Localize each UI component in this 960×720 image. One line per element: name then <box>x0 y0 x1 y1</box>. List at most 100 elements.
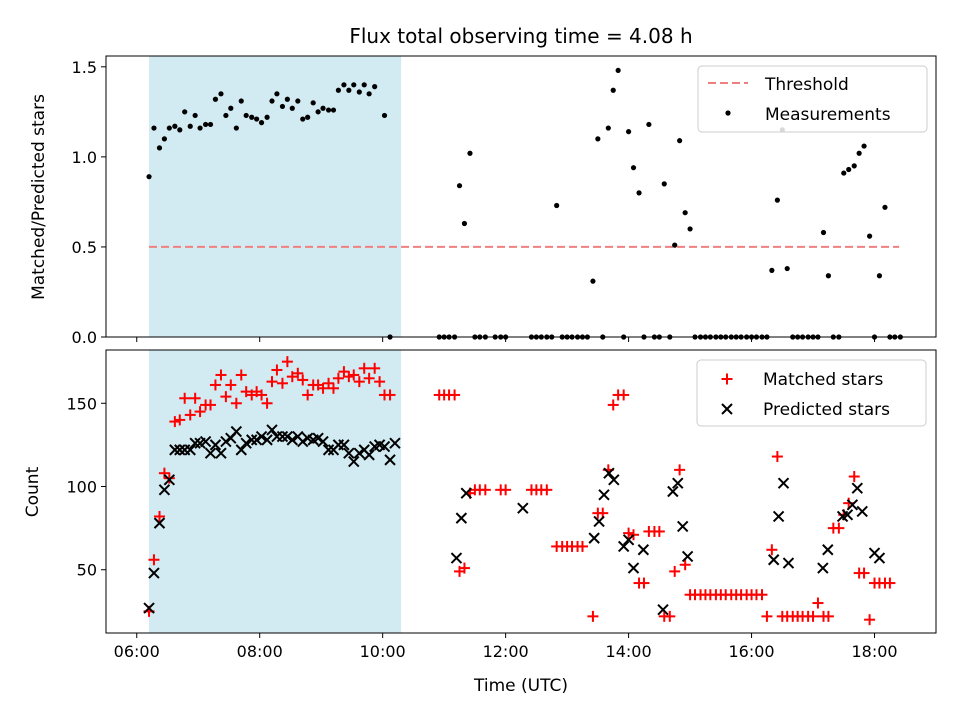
predicted-point <box>627 562 640 574</box>
matched-point <box>807 610 819 622</box>
measurement-point <box>346 87 352 93</box>
measurement-point <box>330 107 337 113</box>
matched-point <box>225 379 237 391</box>
measurement-point <box>351 82 357 88</box>
matched-points <box>143 356 896 626</box>
predicted-point <box>622 534 635 546</box>
measurement-point <box>882 204 888 210</box>
predicted-point <box>312 432 324 444</box>
top-plot-frame <box>105 55 937 338</box>
matched-point <box>286 371 298 383</box>
predicted-point <box>608 474 620 486</box>
matched-point <box>756 589 768 601</box>
matched-point <box>479 484 491 496</box>
matched-point <box>449 389 461 401</box>
bottom-y-ticks: 50 100 150 <box>66 394 106 580</box>
measurement-point <box>264 114 270 120</box>
matched-point <box>240 386 252 398</box>
predicted-point <box>276 430 289 443</box>
top-legend: Threshold Measurements <box>697 65 928 133</box>
predicted-point <box>846 499 859 511</box>
x-tick-label: 08:00 <box>237 642 283 661</box>
matched-point <box>500 484 512 496</box>
matched-point <box>348 369 360 381</box>
predicted-point <box>343 447 355 459</box>
measurement-point <box>197 125 203 131</box>
predicted-point <box>240 437 252 449</box>
measurement-point <box>182 109 188 115</box>
measurement-point <box>825 273 832 279</box>
predicted-point <box>593 515 605 528</box>
measurement-point <box>254 116 260 122</box>
matched-point <box>618 389 630 401</box>
top-y-tick-label: 0.0 <box>72 328 97 347</box>
predicted-point <box>667 485 679 498</box>
matched-point <box>812 597 824 609</box>
legend-measurements-label: Measurements <box>765 105 891 125</box>
matched-point <box>848 471 860 483</box>
measurement-point <box>269 98 275 104</box>
predicted-point <box>363 449 375 461</box>
measurement-point <box>177 127 183 133</box>
matched-point <box>209 379 221 391</box>
top-y-axis-label: Matched/Predicted stars <box>29 94 49 300</box>
measurement-point <box>846 166 852 173</box>
measurement-point <box>625 129 632 135</box>
measurement-point <box>615 67 621 74</box>
predicted-point <box>822 544 834 556</box>
measurement-point <box>166 125 172 131</box>
matched-point <box>220 391 232 403</box>
predicted-point <box>148 567 160 579</box>
measurement-point <box>203 121 209 128</box>
matched-point <box>153 510 165 522</box>
matched-point <box>148 554 160 566</box>
measurement-point <box>335 87 341 93</box>
top-y-tick-label: 0.5 <box>72 238 97 257</box>
predicted-point <box>348 455 360 468</box>
matched-point <box>158 467 170 479</box>
x-axis-label: Time (UTC) <box>473 676 568 696</box>
measurement-point <box>172 123 178 129</box>
measurement-point <box>661 181 667 187</box>
measurement-point <box>161 136 168 142</box>
matched-point <box>215 369 227 381</box>
matched-point <box>576 540 588 552</box>
predicted-point <box>603 467 615 479</box>
legend-measurements-swatch <box>725 110 731 116</box>
matched-point <box>858 567 870 579</box>
legend-matched-swatch <box>721 373 733 385</box>
measurement-point <box>856 150 862 156</box>
matched-point <box>327 382 339 394</box>
matched-point <box>353 376 365 388</box>
predicted-point <box>317 435 329 448</box>
matched-point <box>607 399 619 411</box>
measurement-point <box>258 120 265 126</box>
predicted-point <box>637 544 650 556</box>
predicted-point <box>841 509 854 521</box>
x-tick-label: 06:00 <box>114 642 160 661</box>
predicted-point <box>230 425 243 438</box>
bottom-plot-frame <box>105 349 937 634</box>
predicted-point <box>681 550 694 563</box>
measurement-point <box>769 267 775 273</box>
matched-point <box>833 522 845 534</box>
measurement-point <box>243 112 249 119</box>
matched-point <box>358 362 370 374</box>
measurement-point <box>605 125 611 131</box>
measurement-point <box>325 107 332 113</box>
measurement-points <box>146 67 903 340</box>
measurement-point <box>867 233 873 239</box>
measurement-point <box>672 242 678 248</box>
measurement-point <box>366 91 372 97</box>
measurement-point <box>341 82 347 88</box>
matched-point <box>374 376 386 388</box>
legend-matched-label: Matched stars <box>763 370 883 390</box>
matched-point <box>276 377 288 389</box>
top-y-ticks: 0.0 0.5 1.0 1.5 <box>72 58 106 347</box>
x-tick-label: 14:00 <box>606 642 652 661</box>
predicted-point <box>873 552 886 564</box>
matched-point <box>638 577 650 589</box>
measurement-point <box>279 103 286 110</box>
measurement-point <box>590 278 596 284</box>
bottom-y-tick-label: 50 <box>77 561 97 580</box>
